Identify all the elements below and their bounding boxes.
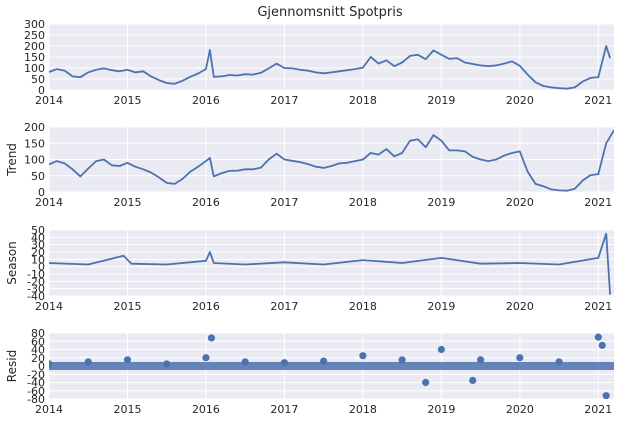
y-tick-label: 200 [24, 121, 45, 134]
x-tick-label: 2021 [584, 300, 612, 313]
y-tick-label: 300 [24, 18, 45, 31]
y-tick-label: 0 [38, 84, 45, 97]
x-tick-label: 2020 [506, 94, 534, 107]
x-tick-label: 2019 [427, 300, 455, 313]
scatter-point [123, 356, 132, 364]
y-tick-label: 250 [24, 29, 45, 42]
y-tick-label: 50 [31, 224, 45, 237]
x-tick-label: 2019 [427, 196, 455, 209]
scatter-point [49, 360, 53, 368]
y-axis-title: Trend [5, 143, 19, 177]
panel-season: 2014 2015 2016 2017 2018 2019 2020 2021 -40-30-2… [5, 224, 614, 313]
x-tick-label: 2017 [270, 403, 298, 416]
y-tick-label: -30 [27, 283, 45, 296]
figure-title: Gjennomsnitt Spotpris [257, 5, 402, 20]
series-line [49, 129, 614, 192]
x-tick-label: 2015 [113, 403, 141, 416]
y-tick-label: 50 [31, 170, 45, 183]
y-tick-label: 0 [38, 360, 45, 373]
y-tick-label: -40 [27, 377, 45, 390]
y-tick-label: 150 [24, 51, 45, 64]
y-tick-label: -60 [27, 385, 45, 398]
scatter-point [398, 356, 406, 364]
x-tick-label: 2018 [349, 94, 377, 107]
scatter-point [598, 341, 606, 349]
y-tick-label: 100 [24, 154, 45, 167]
scatter-point [516, 354, 524, 362]
y-axis-title: Season [5, 241, 19, 285]
y-tick-label: 80 [31, 327, 45, 340]
x-tick-label: 2021 [584, 94, 612, 107]
x-tick-label: 2016 [192, 196, 220, 209]
y-tick-label: 30 [31, 239, 45, 252]
y-tick-label: -80 [27, 393, 45, 406]
x-tick-label: 2016 [192, 403, 220, 416]
x-tick-label: 2018 [349, 196, 377, 209]
y-axis-title: Resid [5, 350, 19, 382]
panel-observed: 2014 2015 2016 2017 2018 2019 2020 2021 05010015… [24, 18, 614, 107]
y-tick-label: 0 [38, 261, 45, 274]
y-tick-label: 20 [31, 352, 45, 365]
scatter-point [476, 356, 485, 364]
x-tick-label: 2021 [584, 403, 612, 416]
scatter-point [207, 334, 216, 342]
scatter-point [437, 345, 445, 354]
scatter-point [163, 360, 171, 368]
y-tick-label: -20 [27, 275, 45, 288]
y-tick-label: -40 [27, 290, 45, 303]
scatter-point [555, 358, 563, 366]
scatter-point [84, 358, 92, 366]
panel-resid: 2014 2015 2016 2017 2018 2019 2020 2021 -80-60-4… [5, 327, 614, 416]
x-tick-label: 2018 [349, 403, 377, 416]
y-tick-label: 60 [31, 335, 45, 348]
y-tick-label: -20 [27, 368, 45, 381]
scatter-point [602, 392, 610, 399]
scatter-point [359, 352, 367, 360]
scatter-point [241, 358, 249, 366]
x-tick-label: 2014 [35, 403, 63, 416]
x-tick-label: 2014 [35, 196, 63, 209]
panels: 2014 2015 2016 2017 2018 2019 2020 202105010015… [5, 18, 614, 416]
panel-trend: 2014 2015 2016 2017 2018 2019 2020 2021 0 50 100 15… [5, 121, 614, 209]
y-tick-label: 20 [31, 246, 45, 259]
x-tick-label: 2014 [35, 300, 63, 313]
scatter-point [320, 357, 328, 365]
scatter-point [469, 376, 477, 385]
y-tick-label: 40 [31, 231, 45, 244]
x-tick-label: 2020 [506, 300, 534, 313]
x-tick-label: 2016 [192, 94, 220, 107]
x-tick-label: 2018 [349, 300, 377, 313]
x-tick-label: 2020 [506, 403, 534, 416]
x-tick-label: 2019 [427, 403, 455, 416]
x-tick-label: 2015 [113, 196, 141, 209]
x-tick-label: 2020 [506, 196, 534, 209]
x-tick-label: 2019 [427, 94, 455, 107]
y-tick-label: 100 [24, 62, 45, 75]
y-tick-label: -10 [27, 268, 45, 281]
scatter-point [202, 354, 210, 362]
series-line [49, 232, 611, 295]
x-tick-label: 2014 [35, 94, 63, 107]
y-tick-label: 40 [31, 344, 45, 357]
y-tick-label: 0 [38, 186, 45, 199]
scatter-point [280, 359, 289, 367]
series-line [49, 45, 611, 90]
x-tick-label: 2017 [270, 196, 298, 209]
x-tick-label: 2017 [270, 300, 298, 313]
y-tick-label: 50 [31, 73, 45, 86]
x-tick-label: 2015 [113, 300, 141, 313]
x-tick-label: 2015 [113, 94, 141, 107]
y-tick-label: 150 [24, 137, 45, 150]
x-tick-label: 2021 [584, 196, 612, 209]
scatter-point [594, 333, 602, 341]
scatter-point [422, 378, 430, 387]
y-tick-label: 10 [31, 253, 45, 266]
x-tick-label: 2017 [270, 94, 298, 107]
x-tick-label: 2016 [192, 300, 220, 313]
y-tick-label: 200 [24, 40, 45, 53]
